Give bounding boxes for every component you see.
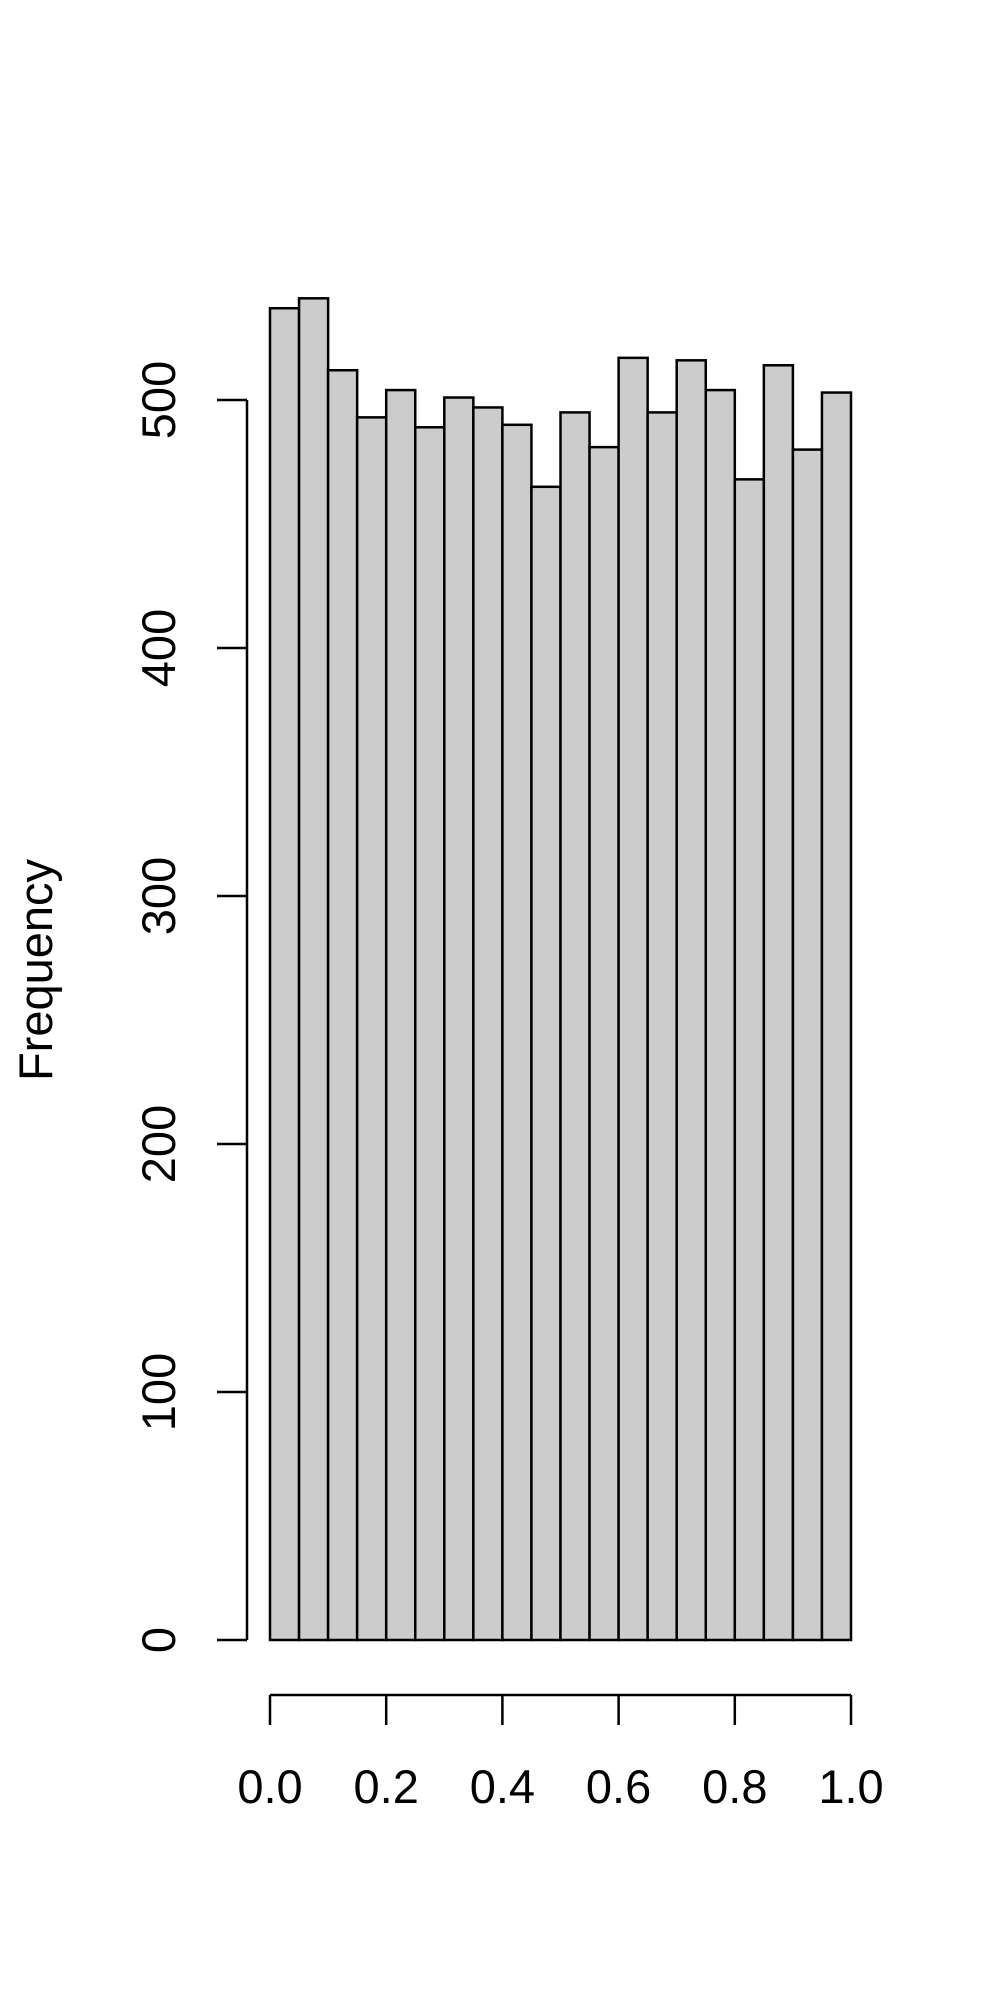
y-tick-label: 400 [132,609,185,687]
histogram-bar [704,388,737,1642]
histogram-bar [326,368,359,1642]
x-tick-label: 1.0 [818,1760,883,1813]
histogram-bar [588,445,620,1642]
y-tick-label: 500 [132,361,185,439]
y-tick-label: 0 [132,1627,185,1653]
x-tick-label: 0.4 [470,1760,535,1813]
histogram-bar [820,391,853,1642]
y-axis-title: Frequency [9,858,62,1081]
histogram-bar [297,297,330,1642]
histogram-bar [646,411,678,1642]
histogram-bars [268,297,853,1642]
histogram-bar [530,485,562,1642]
histogram-bar [733,478,766,1642]
y-tick-label: 300 [132,857,185,935]
x-tick-label: 0.8 [702,1760,767,1813]
y-tick-label: 200 [132,1105,185,1183]
x-axis: 0.0 0.2 0.4 0.6 0.8 1.0 [237,1693,884,1813]
histogram-bar [675,359,708,1642]
histogram-bar [355,416,388,1642]
histogram-bar [472,406,504,1642]
x-tick-label: 0.0 [237,1760,302,1813]
histogram-bar [501,423,533,1642]
histogram-bar [414,426,446,1642]
histogram-bar [384,388,417,1642]
histogram-bar [559,411,591,1642]
histogram-bar [443,396,475,1642]
histogram-bar [791,448,824,1642]
x-tick-label: 0.2 [354,1760,419,1813]
histogram-bar [762,364,795,1642]
x-tick-label: 0.6 [586,1760,651,1813]
y-axis: 0 100 200 300 400 500 [132,361,249,1653]
histogram-bar [268,306,301,1642]
y-tick-label: 100 [132,1353,185,1431]
histogram-bar [617,356,649,1642]
